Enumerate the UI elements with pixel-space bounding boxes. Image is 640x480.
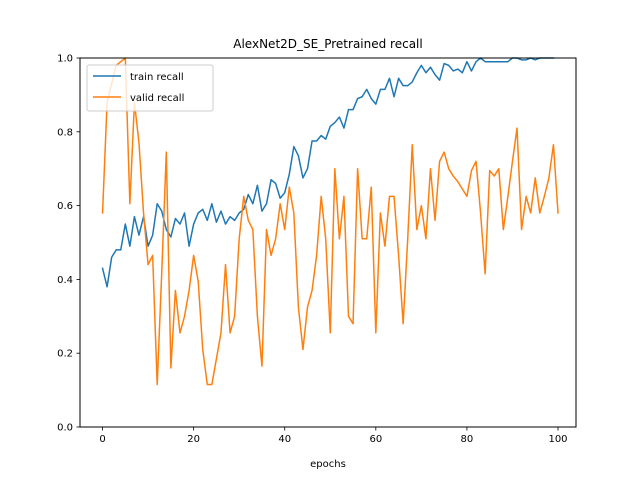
- series-line-train-recall: [101, 57, 555, 288]
- x-tick-label: 40: [278, 434, 291, 445]
- chart-title: AlexNet2D_SE_Pretrained recall: [233, 37, 422, 51]
- x-axis-label: epochs: [310, 459, 346, 470]
- y-tick-label: 0.6: [57, 201, 73, 212]
- y-tick-label: 0.4: [57, 275, 73, 286]
- x-tick-label: 80: [461, 434, 474, 445]
- plot-lines: [101, 57, 559, 386]
- series-line-valid-recall: [101, 57, 559, 386]
- x-tick-label: 60: [369, 434, 382, 445]
- legend: train recall valid recall: [86, 64, 214, 112]
- legend-label: valid recall: [130, 93, 184, 104]
- y-tick-label: 0.8: [57, 127, 73, 138]
- y-tick-label: 0.2: [57, 349, 73, 360]
- x-tick-label: 100: [548, 434, 567, 445]
- x-tick-label: 0: [99, 434, 105, 445]
- x-axis: 0 20 40 60 80 100: [99, 427, 568, 445]
- y-tick-label: 0.0: [57, 423, 73, 434]
- y-axis: 0.0 0.2 0.4 0.6 0.8 1.0: [57, 54, 80, 434]
- plot-frame: [79, 57, 577, 428]
- y-tick-label: 1.0: [57, 54, 73, 65]
- legend-label: train recall: [130, 72, 184, 83]
- x-tick-label: 20: [187, 434, 200, 445]
